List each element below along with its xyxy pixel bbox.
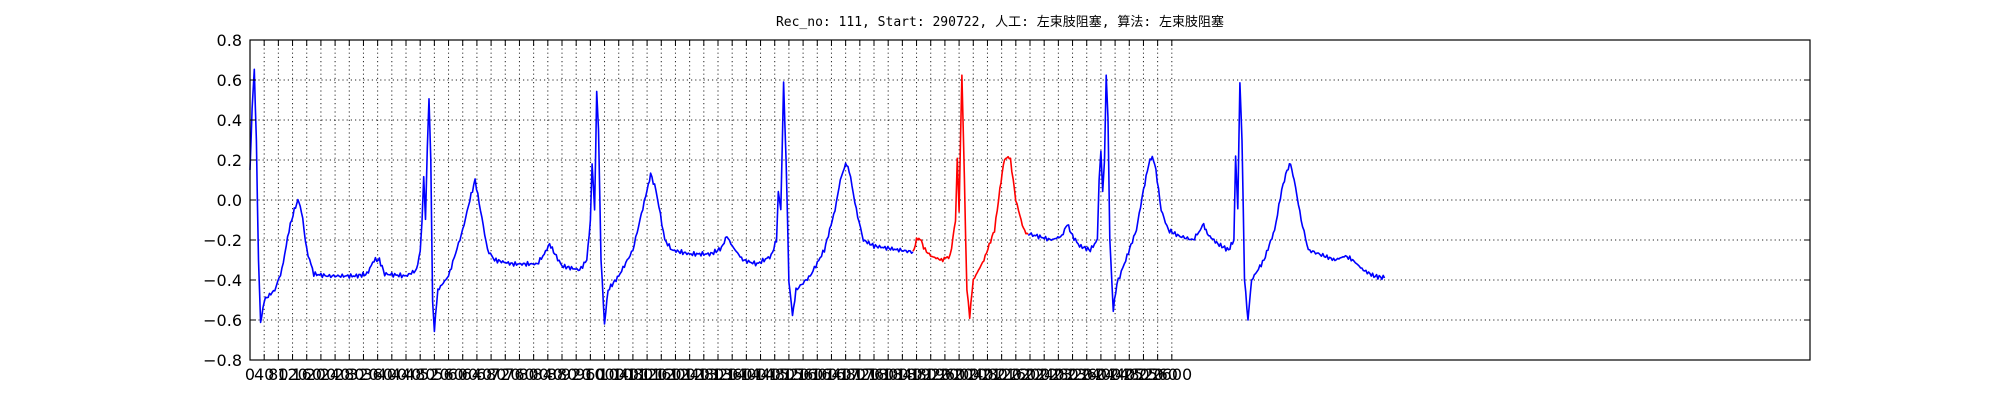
y-tick-label: 0.8	[217, 31, 242, 50]
ecg-series-line-0	[249, 68, 914, 333]
x-tick-label: 1040	[598, 365, 639, 384]
x-tick-label: 2120	[981, 365, 1022, 384]
x-tick-label: 40	[254, 365, 274, 384]
x-tick-label: 920	[561, 365, 592, 384]
x-tick-label: 1320	[698, 365, 739, 384]
x-tick-label: 0	[245, 365, 255, 384]
x-tick-label: 880	[547, 365, 578, 384]
x-tick-label: 1840	[882, 365, 923, 384]
x-tick-label: 840	[533, 365, 564, 384]
x-tick-label: 2000	[939, 365, 980, 384]
x-tick-label: 1000	[584, 365, 625, 384]
x-tick-label: 2600	[1151, 365, 1192, 384]
ecg-series-line-1	[912, 74, 1029, 320]
x-tick-label: 2240	[1024, 365, 1065, 384]
x-tick-label: 160	[291, 365, 322, 384]
x-tick-label: 800	[518, 365, 549, 384]
y-tick-label: 0.4	[217, 111, 242, 130]
x-tick-label: 320	[348, 365, 379, 384]
x-tick-label: 680	[476, 365, 507, 384]
y-tick-label: −0.8	[203, 351, 242, 370]
x-tick-label: 2080	[967, 365, 1008, 384]
x-tick-label: 2360	[1066, 365, 1107, 384]
x-tick-label: 200	[306, 365, 337, 384]
x-tick-label: 1720	[839, 365, 880, 384]
y-tick-label: −0.6	[203, 311, 242, 330]
x-tick-label: 1480	[754, 365, 795, 384]
x-tick-label: 640	[462, 365, 493, 384]
x-tick-label: 1640	[811, 365, 852, 384]
x-tick-label: 1440	[740, 365, 781, 384]
x-tick-label: 720	[490, 365, 521, 384]
ecg-series-line-2	[1027, 74, 1386, 321]
x-tick-label: 400	[377, 365, 408, 384]
x-tick-label: 120	[277, 365, 308, 384]
x-tick-label: 1760	[854, 365, 895, 384]
y-tick-label: 0.6	[217, 71, 242, 90]
x-tick-label: 2440	[1095, 365, 1136, 384]
x-tick-label: 2200	[1010, 365, 1051, 384]
x-tick-label: 1160	[641, 365, 682, 384]
x-tick-label: 2040	[953, 365, 994, 384]
x-tick-label: 520	[419, 365, 450, 384]
x-tick-label: 1280	[683, 365, 724, 384]
x-tick-label: 2160	[995, 365, 1036, 384]
x-tick-label: 1080	[613, 365, 654, 384]
x-tick-label: 1680	[825, 365, 866, 384]
x-tick-label: 280	[334, 365, 365, 384]
x-tick-label: 560	[433, 365, 464, 384]
x-tick-label: 1200	[655, 365, 696, 384]
y-tick-label: 0.0	[217, 191, 242, 210]
x-tick-label: 2520	[1123, 365, 1164, 384]
x-tick-label: 240	[320, 365, 351, 384]
x-tick-label: 80	[268, 365, 288, 384]
x-tick-label: 1960	[925, 365, 966, 384]
x-tick-label: 1120	[627, 365, 668, 384]
x-tick-label: 600	[447, 365, 478, 384]
x-tick-label: 1360	[712, 365, 753, 384]
x-tick-label: 760	[504, 365, 535, 384]
x-tick-label: 1920	[910, 365, 951, 384]
tick-layer: 0.80.60.40.20.0−0.2−0.4−0.6−0.8040801201…	[203, 31, 1810, 384]
x-tick-label: 1800	[868, 365, 909, 384]
x-tick-label: 1520	[769, 365, 810, 384]
grid-layer	[250, 40, 1810, 360]
y-tick-label: −0.2	[203, 231, 242, 250]
x-tick-label: 960	[575, 365, 606, 384]
y-tick-label: 0.2	[217, 151, 242, 170]
y-tick-label: −0.4	[203, 271, 242, 290]
x-tick-label: 480	[405, 365, 436, 384]
x-tick-label: 360	[362, 365, 393, 384]
x-tick-label: 2480	[1109, 365, 1150, 384]
x-tick-label: 1880	[896, 365, 937, 384]
x-tick-label: 1240	[669, 365, 710, 384]
series-layer	[249, 68, 1386, 333]
x-tick-label: 440	[391, 365, 422, 384]
x-tick-label: 2280	[1038, 365, 1079, 384]
x-tick-label: 1400	[726, 365, 767, 384]
x-tick-label: 2320	[1052, 365, 1093, 384]
x-tick-label: 2400	[1081, 365, 1122, 384]
x-tick-label: 1560	[783, 365, 824, 384]
chart-title: Rec_no: 111, Start: 290722, 人工: 左束肢阻塞, 算…	[776, 14, 1224, 30]
x-tick-label: 2560	[1137, 365, 1178, 384]
x-tick-label: 1600	[797, 365, 838, 384]
